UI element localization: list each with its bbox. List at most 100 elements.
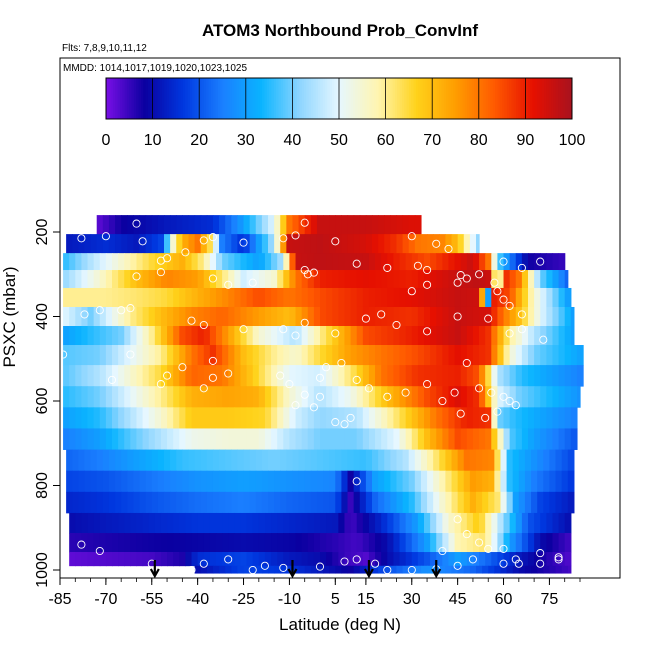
heatmap-cell: [427, 449, 434, 472]
heatmap-cell: [439, 449, 447, 472]
colorbar-cell: [560, 78, 564, 119]
heatmap-cell: [216, 306, 223, 327]
heatmap-cell: [206, 491, 214, 514]
heatmap-cell: [243, 491, 251, 514]
colorbar-cell: [301, 78, 305, 119]
colorbar-cell: [222, 78, 226, 119]
heatmap-cell: [271, 345, 278, 366]
heatmap-cell: [359, 470, 367, 493]
heatmap-cell: [118, 512, 125, 534]
heatmap-cell: [460, 253, 468, 271]
heatmap-cell: [112, 345, 119, 366]
heatmap-cell: [500, 470, 508, 493]
obs-point: [511, 555, 520, 564]
heatmap-cell: [136, 345, 144, 366]
heatmap-cell: [249, 565, 257, 574]
heatmap-cell: [115, 449, 122, 472]
heatmap-cell: [531, 491, 538, 514]
heatmap-cell: [78, 491, 86, 514]
heatmap-cell: [424, 287, 431, 308]
heatmap-cell: [231, 449, 239, 472]
colorbar-cell: [455, 78, 459, 119]
heatmap-cell: [344, 326, 352, 346]
heatmap-cell: [448, 270, 456, 289]
heatmap-cell: [368, 287, 376, 308]
heatmap-cell: [558, 326, 566, 346]
heatmap-cell: [509, 306, 517, 327]
heatmap-cell: [521, 270, 529, 289]
heatmap-cell: [197, 386, 205, 408]
heatmap-cell: [509, 386, 517, 408]
heatmap-cell: [264, 326, 272, 346]
heatmap-cell: [87, 287, 95, 308]
heatmap-cell: [503, 512, 511, 534]
colorbar-cell: [280, 78, 284, 119]
heatmap-cell: [194, 470, 202, 493]
colorbar-cell: [154, 78, 158, 119]
colorbar-cell: [133, 78, 137, 119]
heatmap-cell: [99, 512, 107, 534]
heatmap-cell: [509, 365, 517, 387]
heatmap-cell: [503, 552, 511, 567]
obs-point: [401, 388, 410, 397]
heatmap-cell: [81, 512, 89, 534]
heatmap-cell: [485, 533, 492, 553]
heatmap-cell: [206, 470, 214, 493]
heatmap-cell: [249, 215, 257, 235]
heatmap-cell: [130, 428, 138, 450]
obs-point: [178, 363, 187, 372]
heatmap-cell: [200, 215, 208, 235]
x-tick-label: -10: [278, 591, 301, 608]
heatmap-cell: [561, 470, 569, 493]
heatmap-cell: [375, 407, 382, 429]
heatmap-cell: [295, 512, 303, 534]
heatmap-cell: [411, 428, 419, 450]
heatmap-cell: [372, 234, 379, 254]
heatmap-cell: [534, 270, 541, 289]
heatmap-cell: [209, 552, 217, 567]
obs-point: [156, 380, 165, 389]
heatmap-cell: [216, 533, 223, 553]
heatmap-cell: [417, 306, 425, 327]
obs-point: [493, 287, 502, 296]
heatmap-cell: [240, 306, 248, 327]
heatmap-cell: [570, 306, 575, 327]
heatmap-cell: [399, 386, 407, 408]
colorbar-cell: [469, 78, 473, 119]
heatmap-cell: [127, 234, 135, 254]
heatmap-cell: [528, 407, 535, 429]
colorbar-cell: [243, 78, 247, 119]
heatmap-cell: [555, 470, 563, 493]
heatmap-cell: [460, 533, 468, 553]
heatmap-cell: [448, 306, 456, 327]
heatmap-cell: [326, 253, 333, 271]
heatmap-cell: [313, 512, 321, 534]
heatmap-cell: [148, 428, 156, 450]
heatmap-cell: [216, 428, 223, 450]
obs-point: [107, 375, 117, 384]
heatmap-cell: [567, 470, 575, 493]
heatmap-cell: [283, 253, 291, 271]
heatmap-cell: [350, 365, 358, 387]
heatmap-cell: [197, 287, 205, 308]
colorbar-cell: [157, 78, 161, 119]
heatmap-cell: [212, 491, 220, 514]
heatmap-cell: [142, 345, 150, 366]
heatmap-cell: [332, 270, 339, 289]
heatmap-cell: [448, 365, 456, 387]
heatmap-cell: [448, 512, 456, 534]
heatmap-cell: [362, 345, 370, 366]
heatmap-cell: [528, 386, 535, 408]
heatmap-cell: [472, 386, 480, 408]
obs-point: [423, 380, 432, 389]
colorbar-cell: [462, 78, 466, 119]
obs-point: [487, 388, 496, 397]
heatmap-cell: [381, 287, 388, 308]
dates-subtitle: MMDD: 1014,1017,1019,1020,1023,1025: [63, 63, 247, 74]
heatmap-cell: [112, 270, 119, 289]
heatmap-cell: [225, 565, 232, 574]
obs-point: [475, 384, 484, 393]
obs-point: [514, 559, 523, 568]
heatmap-cell: [216, 407, 223, 429]
heatmap-cell: [268, 565, 275, 574]
